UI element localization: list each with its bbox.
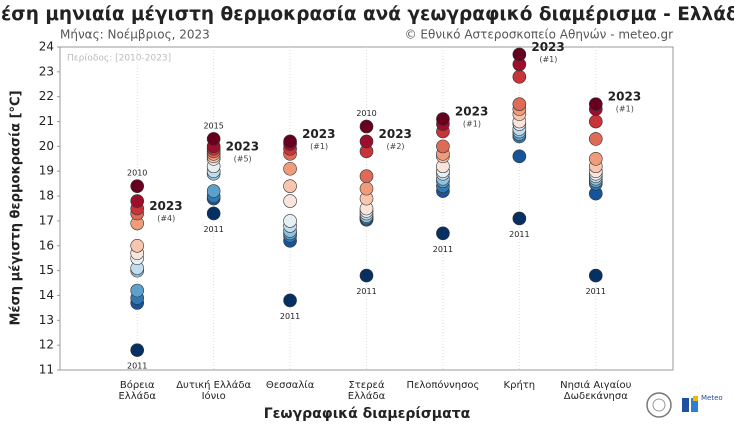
y-tick-label: 12 — [39, 338, 54, 352]
year-label: 2015 — [203, 121, 223, 130]
x-tick-label: Δωδεκάνησα — [564, 390, 628, 402]
rank-label: (#4) — [157, 214, 175, 223]
dot — [359, 181, 374, 196]
x-tick-label: Ελλάδα — [348, 390, 386, 402]
rank-label: (#1) — [463, 120, 481, 129]
rank-label: (#5) — [234, 154, 252, 163]
y-tick-label: 20 — [39, 139, 54, 153]
year-label: 2011 — [127, 362, 147, 371]
dot — [512, 47, 527, 62]
y-tick-label: 23 — [39, 64, 54, 78]
dot — [359, 169, 374, 183]
logo-text: Meteo — [701, 394, 723, 402]
year-label: 2023 — [455, 105, 488, 119]
y-axis-label: Μέση μέγιστη θερμοκρασία [°C] — [9, 90, 24, 325]
year-label: 2023 — [531, 40, 564, 54]
year-label: 2023 — [379, 127, 412, 141]
y-tick-label: 16 — [39, 238, 54, 252]
dot — [512, 70, 527, 84]
dot — [130, 343, 145, 357]
dot — [283, 293, 297, 308]
dot — [283, 179, 297, 193]
year-label: 2011 — [356, 287, 376, 296]
y-tick-label: 18 — [39, 189, 54, 203]
x-tick-label: Δυτική Ελλάδα — [176, 379, 251, 391]
dot — [588, 114, 603, 129]
dot — [359, 119, 374, 134]
y-tick-label: 22 — [39, 89, 54, 103]
y-tick-label: 11 — [39, 363, 54, 377]
year-label: 2010 — [356, 109, 376, 118]
dot — [130, 194, 145, 208]
dot — [436, 139, 450, 154]
dot — [436, 226, 450, 241]
y-tick-label: 14 — [39, 288, 54, 302]
chart-title: Μέση μηνιαία μέγιστη θερμοκρασία ανά γεω… — [0, 4, 734, 25]
y-tick-label: 13 — [39, 313, 54, 327]
year-label: 2023 — [608, 90, 641, 104]
year-label: 2023 — [149, 199, 182, 213]
dot — [588, 268, 603, 283]
y-tick-label: 19 — [39, 164, 54, 178]
x-tick-label: Θεσσαλία — [266, 379, 315, 391]
rank-label: (#1) — [616, 105, 634, 114]
year-label: 2011 — [586, 287, 606, 296]
year-label: 2011 — [280, 312, 300, 321]
period-note: Περίοδος: [2010-2023] — [67, 54, 171, 64]
dot — [283, 134, 297, 149]
y-tick-label: 17 — [39, 213, 54, 227]
x-tick-label: Ελλάδα — [118, 390, 156, 402]
dot — [206, 206, 221, 221]
dot — [436, 112, 450, 126]
dot — [512, 211, 527, 226]
x-tick-label: Στερεά — [348, 379, 384, 391]
dot — [206, 184, 221, 198]
dot — [130, 238, 145, 253]
x-tick-label: Κρήτη — [504, 379, 536, 391]
year-label: 2011 — [203, 225, 223, 234]
logo-noa — [646, 392, 672, 418]
dot — [588, 152, 603, 166]
x-tick-label: Βόρεια — [120, 379, 155, 391]
y-tick-label: 15 — [39, 263, 54, 277]
x-tick-label: Νησιά Αιγαίου — [560, 379, 632, 391]
dot — [130, 179, 145, 193]
dot — [283, 214, 297, 228]
year-label: 2011 — [509, 230, 529, 239]
dot — [588, 132, 603, 146]
year-label: 2023 — [302, 127, 335, 141]
dot — [283, 194, 297, 208]
dot — [206, 132, 221, 146]
subtitle: Μήνας: Νοέμβριος, 2023 — [60, 28, 210, 42]
y-tick-label: 21 — [39, 114, 54, 128]
source: © Εθνικό Αστεροσκοπείο Αθηνών - meteo.gr — [405, 28, 673, 42]
x-tick-label: Πελοπόννησος — [406, 379, 479, 391]
y-tick-label: 24 — [39, 40, 54, 54]
year-label: 2011 — [433, 245, 453, 254]
dot — [283, 161, 297, 176]
dot — [588, 97, 603, 111]
dot — [359, 134, 374, 149]
logo-meteo — [682, 396, 698, 412]
year-label: 2010 — [127, 169, 147, 178]
rank-label: (#1) — [310, 142, 328, 151]
dot — [130, 283, 145, 298]
dot — [512, 149, 527, 164]
dot — [512, 97, 527, 111]
x-axis-label: Γεωγραφικά διαμερίσματα — [264, 406, 471, 422]
x-tick-label: Ιόνιο — [202, 390, 226, 402]
dot — [359, 268, 374, 283]
rank-label: (#1) — [539, 55, 557, 64]
rank-label: (#2) — [387, 142, 405, 151]
year-label: 2023 — [226, 139, 259, 153]
